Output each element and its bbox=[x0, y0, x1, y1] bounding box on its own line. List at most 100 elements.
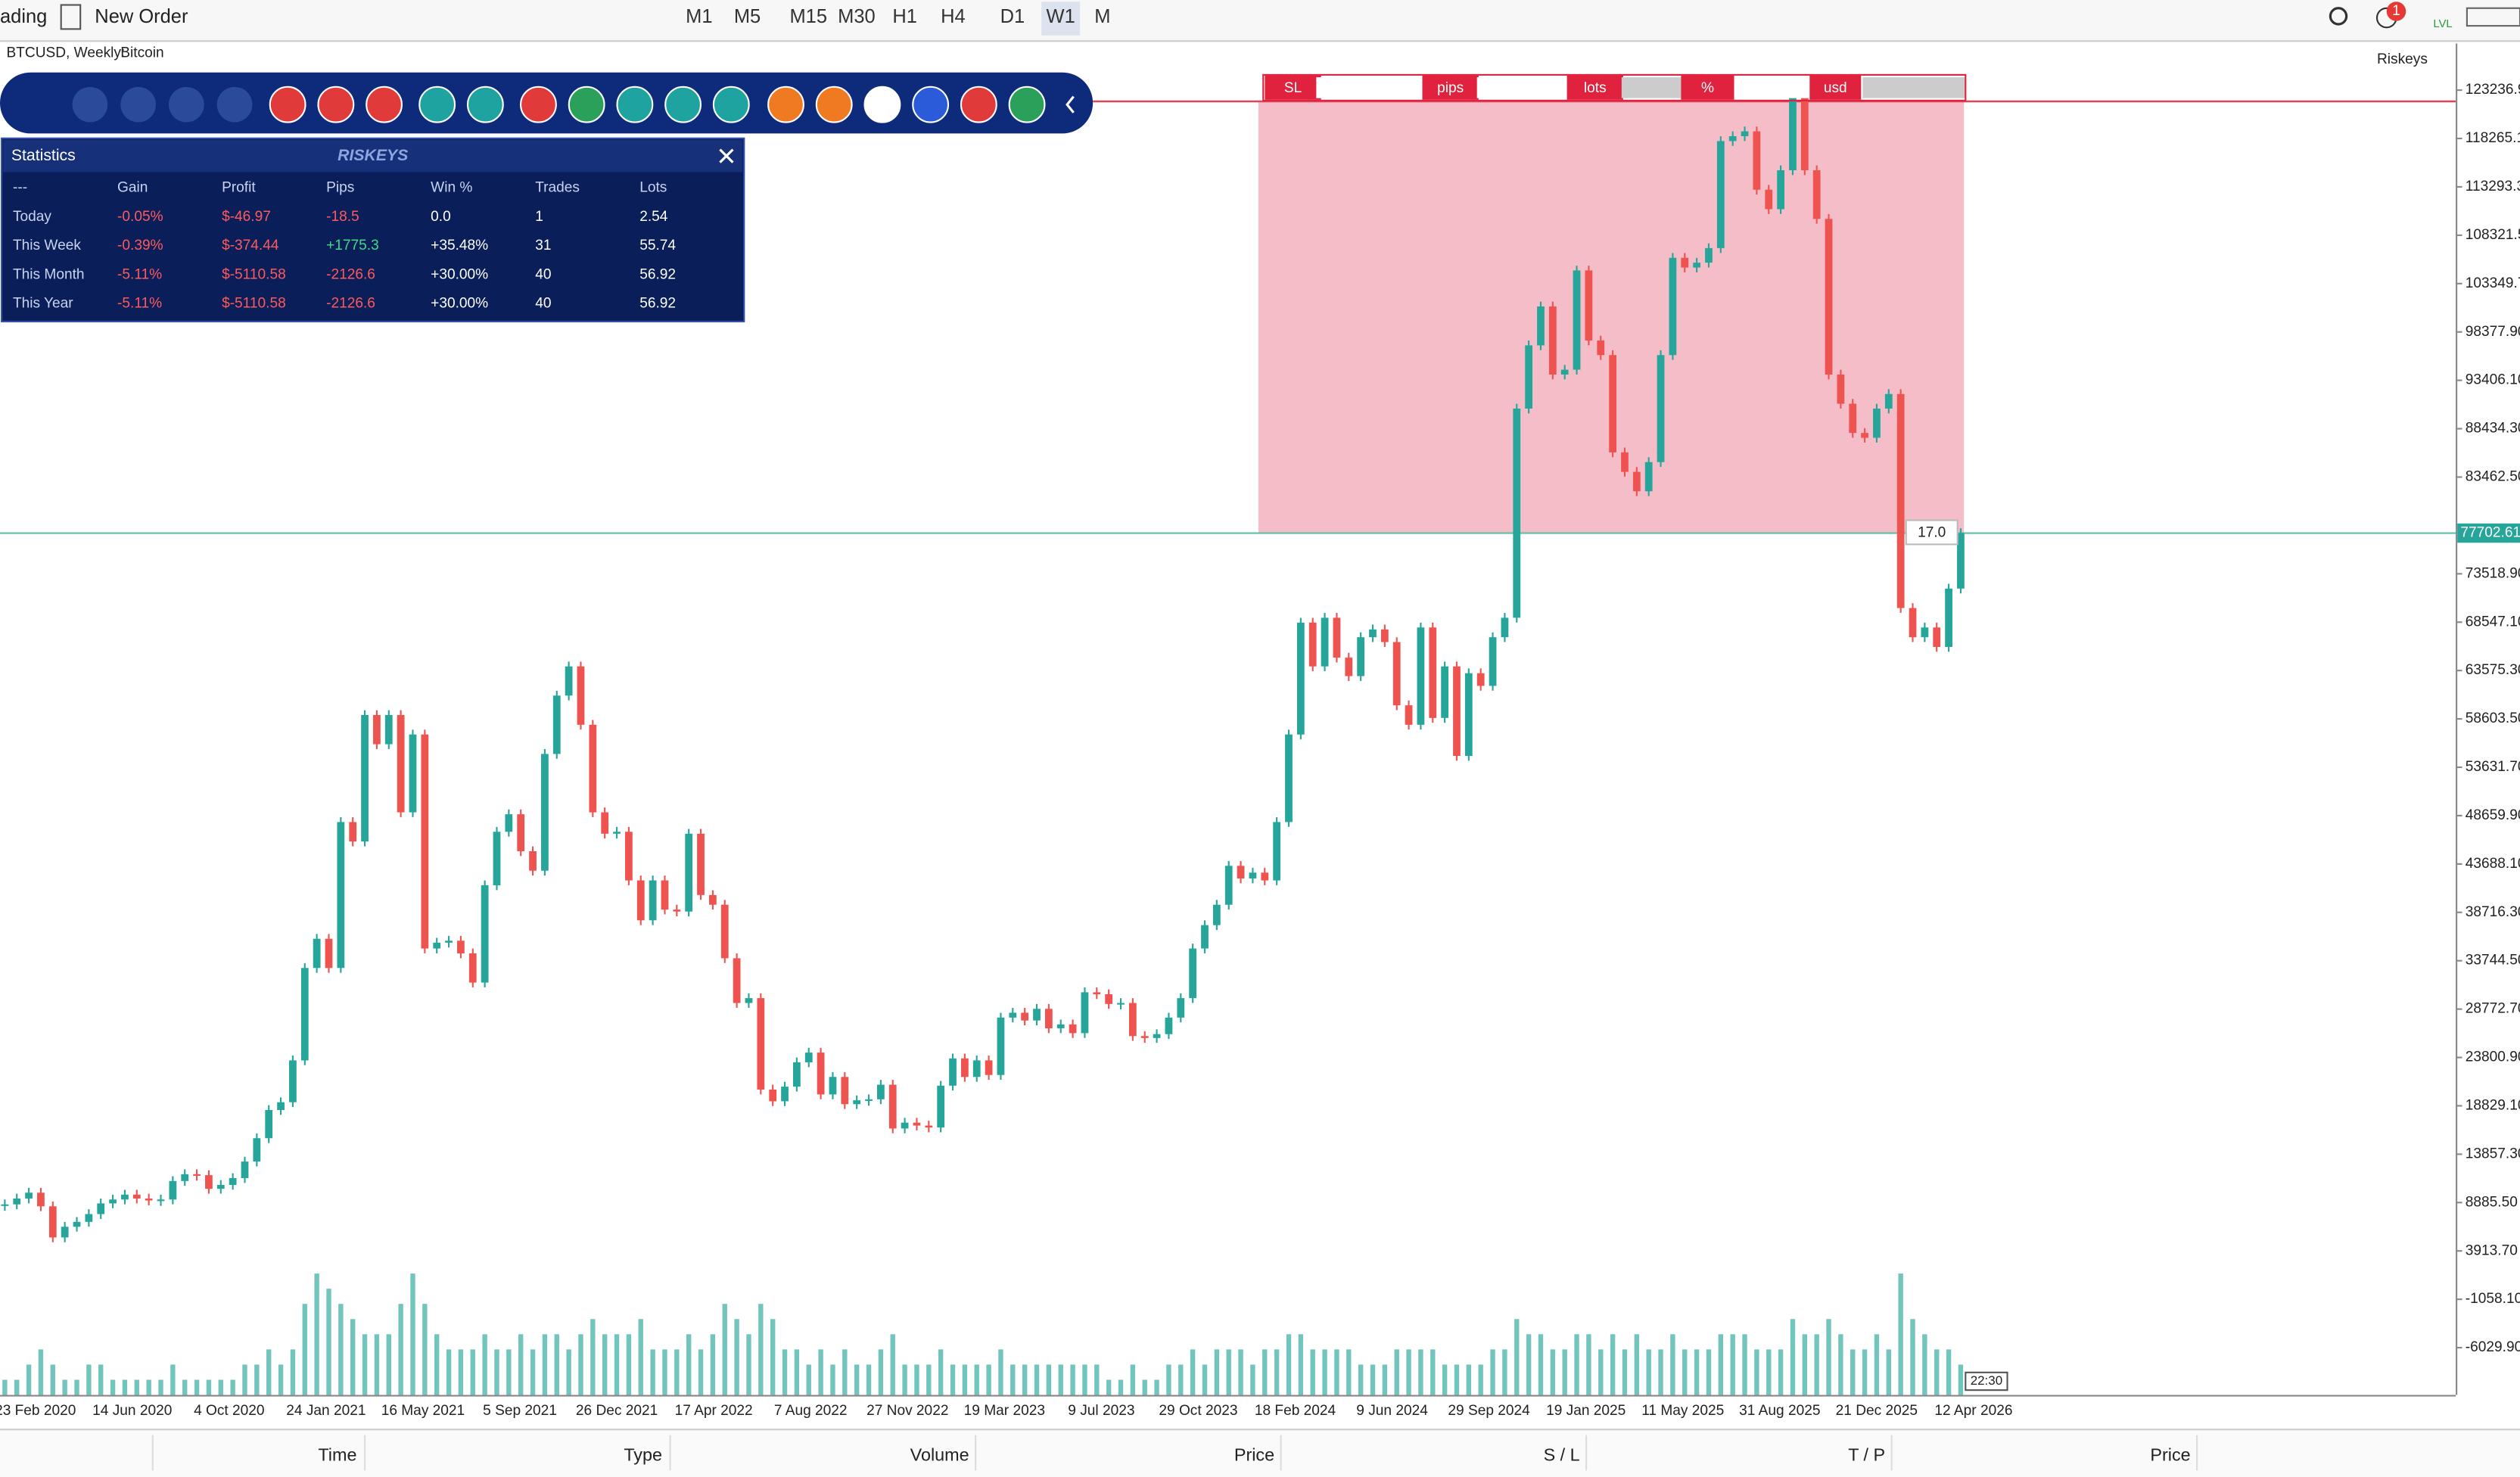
close-button[interactable] bbox=[719, 148, 734, 163]
new-order-button[interactable]: New Order bbox=[95, 6, 188, 27]
candle bbox=[229, 1177, 237, 1185]
plugin-button[interactable] bbox=[168, 86, 204, 123]
x-tick-label: 19 Jan 2025 bbox=[1546, 1403, 1626, 1419]
candle bbox=[913, 1122, 921, 1126]
plugin-button[interactable] bbox=[863, 86, 901, 123]
volume-bar bbox=[722, 1304, 727, 1395]
plugin-button[interactable] bbox=[520, 86, 557, 123]
chart: 123236.9 118265.1 113293.3 108321.5 103349.7… bbox=[0, 43, 2520, 1419]
y-tick-label: 8885.50 bbox=[2466, 1194, 2518, 1210]
stats-cell: 56.92 bbox=[639, 266, 676, 282]
stats-column-header: Pips bbox=[326, 180, 354, 196]
volume-bar bbox=[362, 1334, 368, 1395]
stats-cell: 40 bbox=[535, 296, 551, 312]
candle bbox=[1237, 866, 1245, 878]
candle bbox=[265, 1109, 273, 1139]
timeframe-button[interactable]: D1 bbox=[1000, 6, 1025, 27]
candle bbox=[781, 1087, 789, 1102]
plugin-button[interactable] bbox=[418, 86, 456, 123]
volume-bar bbox=[1910, 1319, 1915, 1395]
candle bbox=[1128, 1003, 1137, 1037]
plugin-button[interactable] bbox=[616, 86, 654, 123]
volume-bar bbox=[1598, 1349, 1604, 1395]
risk-field-input[interactable] bbox=[1862, 77, 1966, 98]
plugin-button[interactable] bbox=[317, 86, 355, 123]
plugin-button[interactable] bbox=[767, 86, 804, 123]
volume-bar bbox=[1286, 1334, 1292, 1395]
plugin-button[interactable] bbox=[72, 86, 108, 123]
volume-bar bbox=[1058, 1364, 1063, 1395]
timeframe-button[interactable]: M1 bbox=[686, 6, 712, 27]
positions-column-header[interactable]: T / P bbox=[1848, 1444, 1885, 1464]
volume-bar bbox=[1178, 1364, 1184, 1395]
stats-cell: -0.39% bbox=[117, 238, 163, 253]
stats-cell: 31 bbox=[535, 238, 551, 253]
risk-field-input[interactable] bbox=[1476, 77, 1567, 98]
plugin-button[interactable] bbox=[815, 86, 853, 123]
candle bbox=[1357, 637, 1365, 676]
plugin-button[interactable] bbox=[912, 86, 950, 123]
volume-bar bbox=[1562, 1349, 1567, 1395]
stats-cell: $-5110.58 bbox=[222, 266, 286, 282]
volume-bar bbox=[494, 1349, 499, 1395]
risk-field-input[interactable] bbox=[1621, 77, 1683, 98]
positions-column-header[interactable]: Type bbox=[624, 1444, 662, 1464]
timeframe-button[interactable]: M5 bbox=[734, 6, 761, 27]
timeframe-button[interactable]: W1 bbox=[1047, 6, 1075, 27]
candle bbox=[1093, 992, 1101, 994]
timeframe-button[interactable]: H4 bbox=[941, 6, 966, 27]
volume-bar bbox=[914, 1364, 919, 1395]
risk-field-label: SL bbox=[1284, 80, 1302, 96]
volume-bar bbox=[1742, 1334, 1747, 1395]
volume-bar bbox=[638, 1319, 643, 1395]
volume-bar bbox=[1634, 1334, 1640, 1395]
stats-cell: 56.92 bbox=[639, 296, 676, 312]
collapse-arrow[interactable] bbox=[1066, 95, 1075, 113]
timeframe-button[interactable]: M15 bbox=[789, 6, 827, 27]
x-tick-label: 31 Aug 2025 bbox=[1739, 1403, 1820, 1419]
tab-label[interactable]: ading bbox=[0, 6, 47, 27]
positions-column-header[interactable]: S / L bbox=[1544, 1444, 1580, 1464]
plugin-button[interactable] bbox=[216, 86, 253, 123]
volume-bar bbox=[1850, 1349, 1856, 1395]
risk-field-input[interactable] bbox=[1735, 77, 1810, 98]
plugin-button[interactable] bbox=[269, 86, 306, 123]
plugin-button[interactable] bbox=[1008, 86, 1046, 123]
timeframe-button[interactable]: H1 bbox=[892, 6, 917, 27]
volume-bar bbox=[302, 1304, 307, 1395]
positions-column-header[interactable]: Volume bbox=[910, 1444, 969, 1464]
lvl-label: LVL bbox=[2433, 18, 2452, 30]
volume-bar bbox=[1898, 1273, 1903, 1395]
volume-bar bbox=[998, 1349, 1003, 1395]
plugin-button[interactable] bbox=[712, 86, 750, 123]
candle bbox=[1081, 992, 1089, 1034]
plugin-button[interactable] bbox=[366, 86, 403, 123]
plugin-button[interactable] bbox=[12, 82, 58, 127]
stats-cell: 0.0 bbox=[431, 209, 451, 225]
volume-bar bbox=[1658, 1349, 1663, 1395]
search-icon[interactable] bbox=[2329, 7, 2348, 26]
plugin-button[interactable] bbox=[960, 86, 997, 123]
plugin-button[interactable] bbox=[466, 86, 504, 123]
volume-bar bbox=[986, 1364, 991, 1395]
risk-field-input[interactable] bbox=[1316, 77, 1423, 98]
x-tick-label: 16 May 2021 bbox=[381, 1403, 465, 1419]
timeframe-button[interactable]: M bbox=[1094, 6, 1110, 27]
volume-bar bbox=[686, 1334, 692, 1395]
volume-bar bbox=[1142, 1379, 1147, 1395]
positions-column-header[interactable]: Time bbox=[318, 1444, 356, 1464]
volume-bar bbox=[122, 1379, 128, 1395]
positions-column-header[interactable]: Price bbox=[2150, 1444, 2190, 1464]
volume-bar bbox=[1538, 1334, 1544, 1395]
volume-bar bbox=[74, 1379, 79, 1395]
plugin-button[interactable] bbox=[120, 86, 157, 123]
timeframe-button[interactable]: M30 bbox=[838, 6, 876, 27]
y-tick-label: 23800.90 bbox=[2466, 1049, 2520, 1065]
plugin-button[interactable] bbox=[664, 86, 702, 123]
positions-column-header[interactable]: Price bbox=[1234, 1444, 1274, 1464]
candle bbox=[793, 1062, 801, 1087]
candle bbox=[552, 695, 561, 754]
volume-bar bbox=[1466, 1364, 1472, 1395]
new-order-icon[interactable] bbox=[60, 4, 82, 30]
plugin-button[interactable] bbox=[568, 86, 605, 123]
